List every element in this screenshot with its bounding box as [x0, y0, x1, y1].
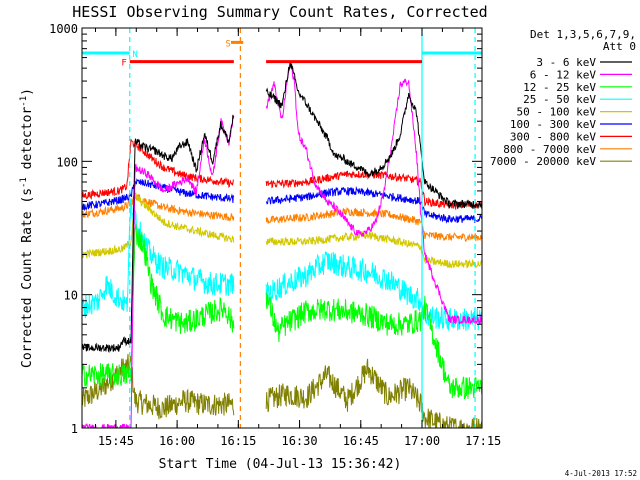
legend-header: Att 0 [603, 40, 636, 53]
series-800-7000-kev [82, 192, 482, 242]
legend-entry-label: 3 - 6 keV [536, 56, 596, 69]
y-axis-label-sup1: -1 [19, 177, 29, 188]
y-axis-label-end: ) [20, 88, 35, 96]
series-12-25-kev [82, 223, 482, 400]
x-tick-label: 16:45 [343, 434, 379, 448]
y-tick-label: 1000 [49, 22, 78, 36]
series-line [82, 191, 482, 269]
series-6-12-kev [82, 60, 482, 428]
series-line [82, 60, 482, 428]
legend-entry-label: 25 - 50 keV [523, 93, 596, 106]
plot-frame [81, 27, 483, 429]
legend-entry-label: 7000 - 20000 keV [490, 155, 596, 168]
marker-layer [129, 28, 476, 428]
flag-layer [82, 40, 482, 64]
y-axis-label-start: Corrected Count Rate (s [20, 188, 35, 368]
legend-entry-label: 300 - 800 keV [510, 130, 596, 143]
series-line [82, 60, 482, 354]
legend-entry-label: 800 - 7000 keV [503, 143, 596, 156]
flag-label-n: N [132, 50, 137, 60]
y-axis: 1 10 100 1000 [49, 22, 482, 436]
series-line [82, 178, 482, 224]
x-tick-label: 16:00 [159, 434, 195, 448]
series-line [82, 192, 482, 242]
flag-label-s: S [225, 39, 230, 49]
flag-label-layer: NF S [121, 39, 231, 68]
series-line [82, 223, 482, 400]
series-25-50-kev [82, 197, 482, 331]
x-tick-label: 16:15 [220, 434, 256, 448]
x-tick-label: 17:15 [465, 434, 501, 448]
legend-entry-label: 50 - 100 keV [517, 106, 597, 119]
x-tick-label: 16:30 [281, 434, 317, 448]
timestamp: 4-Jul-2013 17:52 [565, 469, 637, 478]
legend-entry-label: 6 - 12 keV [530, 68, 597, 81]
series-7000-20000-kev [82, 353, 482, 428]
plot-area [82, 28, 482, 428]
legend-header: Det 1,3,5,6,7,9, [530, 28, 636, 41]
y-axis-label-mid: detector [20, 107, 35, 178]
series-line [82, 197, 482, 331]
y-axis-label: Corrected Count Rate (s-1 detector-1) [19, 88, 35, 368]
x-tick-label: 17:00 [404, 434, 440, 448]
flag-label-f: F [121, 59, 126, 69]
x-axis-label: Start Time (04-Jul-13 15:36:42) [159, 457, 402, 472]
x-axis: 15:45 16:00 16:15 16:30 16:45 17:00 17:15 [94, 28, 501, 448]
series-3-6-kev [82, 60, 482, 354]
series-layer [82, 60, 482, 428]
y-tick-label: 100 [56, 155, 78, 169]
y-tick-label: 10 [64, 289, 78, 303]
series-50-100-kev [82, 191, 482, 269]
legend-entry-label: 100 - 300 keV [510, 118, 596, 131]
y-tick-label: 1 [71, 422, 78, 436]
y-axis-label-sup2: -1 [19, 96, 29, 107]
series-line [82, 353, 482, 428]
legend-entry-label: 12 - 25 keV [523, 81, 596, 94]
x-tick-label: 15:45 [98, 434, 134, 448]
series-100-300-kev [82, 178, 482, 224]
chart-title: HESSI Observing Summary Count Rates, Cor… [72, 3, 487, 21]
